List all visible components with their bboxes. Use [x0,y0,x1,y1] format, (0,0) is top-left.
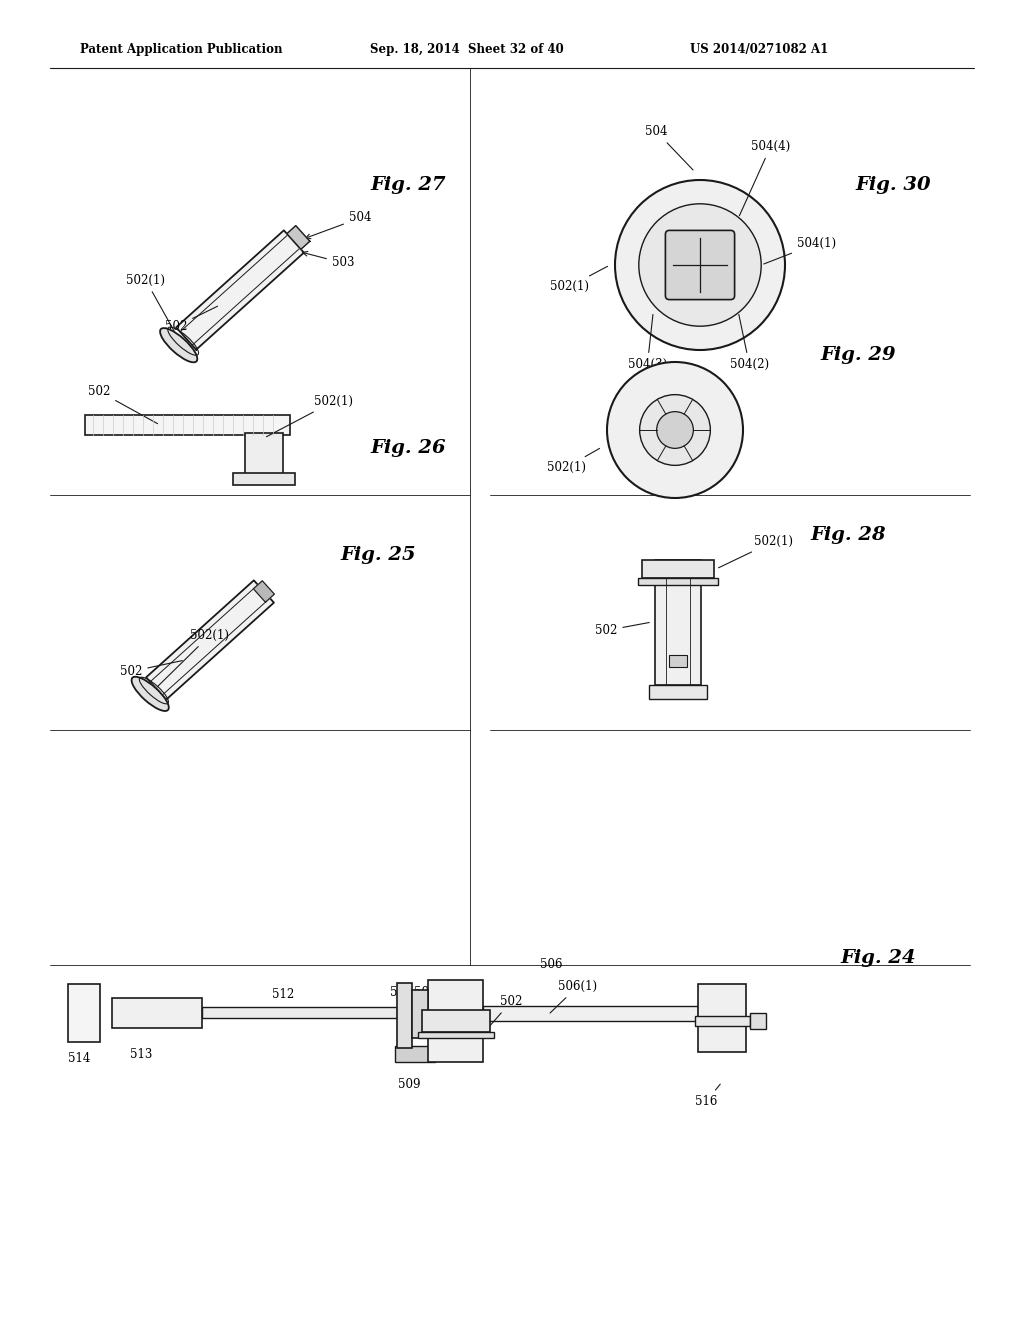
Text: 512: 512 [272,987,294,1001]
Text: 508: 508 [414,986,436,999]
Bar [68,983,100,1041]
Text: Fig. 27: Fig. 27 [370,176,445,194]
Bar [85,414,290,436]
Text: 514: 514 [68,1052,90,1065]
Circle shape [640,395,711,466]
Bar [428,979,483,1063]
Text: 510: 510 [390,986,413,999]
Circle shape [639,203,761,326]
Bar [395,1045,435,1063]
Text: 502: 502 [88,385,158,424]
Bar [638,578,718,585]
Bar [750,1012,766,1030]
Text: Sep. 18, 2014  Sheet 32 of 40: Sep. 18, 2014 Sheet 32 of 40 [370,44,564,57]
Text: Fig. 29: Fig. 29 [820,346,896,364]
Text: 504(2): 504(2) [730,314,769,371]
Text: 504(4): 504(4) [739,140,791,215]
Bar [655,560,701,685]
Text: 502: 502 [595,623,649,638]
Text: 502: 502 [489,995,522,1026]
Bar [397,983,412,1048]
Text: 503: 503 [303,251,354,269]
Circle shape [615,180,785,350]
Text: 502(1): 502(1) [550,267,607,293]
Text: 502(1): 502(1) [719,535,793,568]
Text: Fig. 30: Fig. 30 [855,176,931,194]
Bar [669,655,687,667]
Bar [483,1006,698,1020]
Text: 504: 504 [645,125,693,170]
Polygon shape [176,231,304,350]
Circle shape [656,412,693,449]
Bar [233,473,295,484]
Bar [412,990,428,1038]
Text: 516: 516 [695,1084,720,1107]
Bar [202,1007,397,1018]
Text: 502(1): 502(1) [157,628,229,686]
Text: 504(3): 504(3) [628,314,667,371]
Bar [422,1010,490,1032]
Text: Patent Application Publication: Patent Application Publication [80,44,283,57]
Text: 502(1): 502(1) [126,273,180,341]
Text: 513: 513 [130,1048,153,1061]
Text: 502(1): 502(1) [266,395,353,437]
Polygon shape [287,226,310,249]
Ellipse shape [160,329,198,362]
Text: 506(1): 506(1) [550,979,597,1012]
Bar [418,1032,494,1038]
Text: 502(1): 502(1) [547,449,600,474]
Ellipse shape [131,677,169,711]
Bar [642,560,714,578]
Text: Fig. 25: Fig. 25 [340,546,416,564]
Text: 502: 502 [120,660,182,678]
Bar [112,998,202,1028]
Text: Fig. 28: Fig. 28 [810,525,886,544]
Circle shape [607,362,743,498]
Bar [698,983,746,1052]
Text: US 2014/0271082 A1: US 2014/0271082 A1 [690,44,828,57]
Bar [649,685,707,700]
Text: 504(1): 504(1) [764,238,837,264]
Polygon shape [253,581,274,602]
Text: 504: 504 [305,211,372,239]
Bar [245,433,283,475]
Bar [695,1016,750,1026]
Text: 509: 509 [398,1078,421,1092]
Text: 506: 506 [540,958,562,972]
Text: Fig. 24: Fig. 24 [840,949,915,968]
FancyBboxPatch shape [666,231,734,300]
Text: 502: 502 [165,306,217,333]
Text: Fig. 26: Fig. 26 [370,440,445,457]
Polygon shape [146,581,273,700]
